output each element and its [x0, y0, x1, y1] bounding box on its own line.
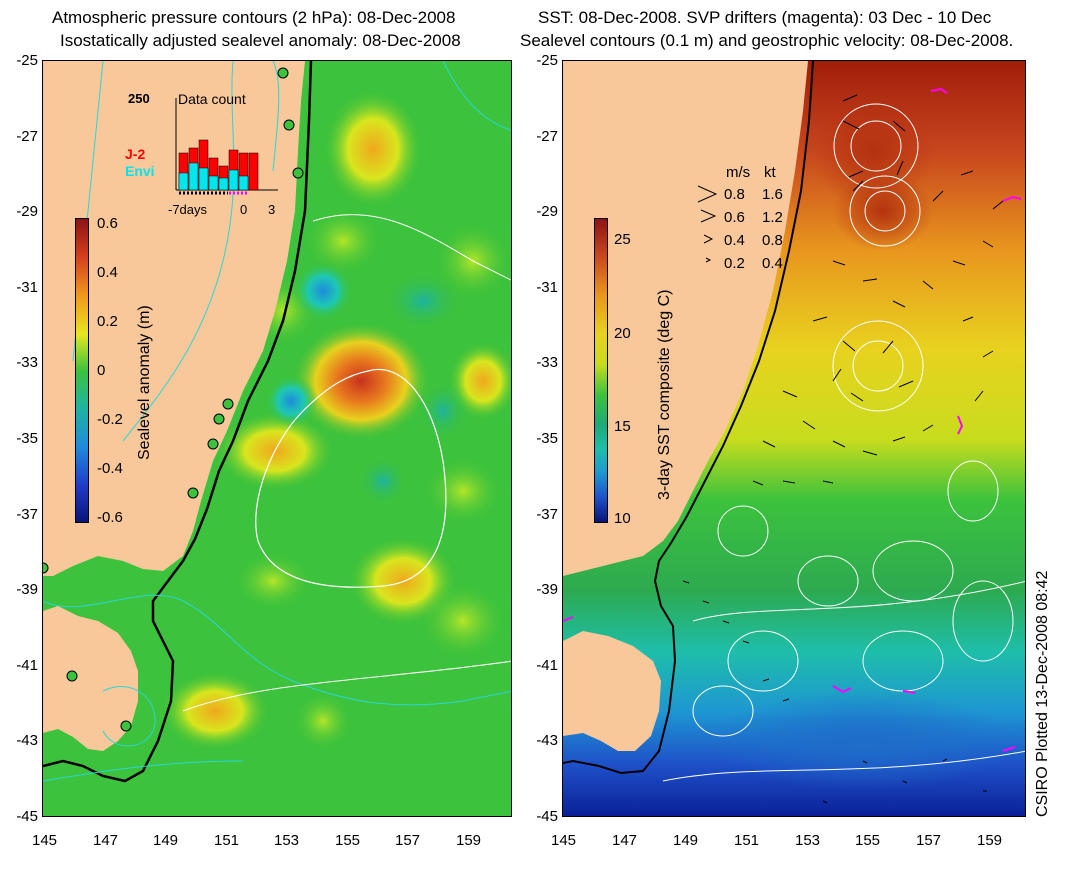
inset-series-b: Envi: [125, 163, 155, 179]
y-tick-label: -27: [536, 128, 558, 145]
x-tick-label: 159: [456, 832, 482, 849]
x-tick-label: 145: [32, 832, 58, 849]
x-tick-label: 155: [855, 832, 881, 849]
y-tick-label: -43: [536, 732, 558, 749]
y-tick-label: -41: [16, 657, 38, 674]
plot-credit: CSIRO Plotted 13-Dec-2008 08:42: [1034, 570, 1051, 817]
x-tick-label: 159: [977, 832, 1003, 849]
y-tick-label: -31: [16, 279, 38, 296]
velocity-legend: m/s kt 0.8 1.6 0.6 1.2 0.4 0.8 0.2 0.4: [696, 164, 816, 274]
y-tick-label: -25: [536, 52, 558, 69]
inset-bar-group: [178, 139, 259, 191]
velocity-header-kt: kt: [764, 164, 776, 181]
velocity-header-ms: m/s: [726, 164, 751, 181]
sealevel-tick: 0.2: [97, 313, 118, 330]
x-tick-label: 149: [153, 832, 179, 849]
left-title-line1: Atmospheric pressure contours (2 hPa): 0…: [52, 8, 456, 27]
velocity-kt: 1.6: [762, 186, 783, 203]
sealevel-tick: -0.6: [97, 509, 123, 526]
velocity-ms: 0.8: [724, 186, 745, 203]
right-title-line1: SST: 08-Dec-2008. SVP drifters (magenta)…: [538, 8, 992, 27]
inset-x-end: 3: [268, 202, 276, 217]
sst-colorbar: [594, 218, 608, 523]
velocity-arrows: [682, 94, 1004, 804]
velocity-ms: 0.6: [724, 209, 745, 226]
x-tick-label: 157: [395, 832, 421, 849]
y-tick-label: -27: [16, 128, 38, 145]
x-tick-label: 147: [93, 832, 119, 849]
y-tick-label: -35: [536, 430, 558, 447]
drifter-tracks: [563, 87, 1022, 752]
velocity-ms: 0.4: [724, 232, 745, 249]
velocity-kt: 0.8: [762, 232, 783, 249]
inset-ymax-label: 250: [128, 91, 150, 106]
y-tick-label: -31: [536, 279, 558, 296]
sealevel-tick: 0.4: [97, 264, 118, 281]
y-tick-label: -29: [536, 203, 558, 220]
x-tick-label: 145: [551, 832, 577, 849]
inset-x-zero: 0: [240, 202, 248, 217]
right-map: [562, 60, 1026, 817]
x-tick-label: 151: [734, 832, 760, 849]
y-tick-label: -33: [16, 354, 38, 371]
sst-tick: 25: [614, 231, 631, 248]
sst-tick: 10: [614, 510, 631, 527]
x-tick-label: 151: [214, 832, 240, 849]
x-tick-label: 155: [335, 832, 361, 849]
sealevel-tick: 0: [97, 362, 106, 379]
right-title-line2: Sealevel contours (0.1 m) and geostrophi…: [520, 31, 1014, 50]
x-tick-label: 147: [612, 832, 638, 849]
left-title-line2: Isostatically adjusted sealevel anomaly:…: [60, 31, 461, 50]
velocity-kt: 0.4: [762, 255, 783, 272]
sst-tick: 15: [614, 418, 631, 435]
inset-x-start: -7days: [168, 202, 208, 217]
sealevel-tick: -0.2: [97, 411, 123, 428]
x-tick-label: 153: [795, 832, 821, 849]
data-count-inset: 250 Data count J-2 Envi -7days 0 3: [118, 88, 288, 220]
sst-tick: 20: [614, 325, 631, 342]
inset-series-a: J-2: [125, 146, 146, 162]
sealevel-colorbar-label: Sealevel anomaly (m): [136, 305, 153, 460]
y-tick-label: -33: [536, 354, 558, 371]
x-tick-label: 153: [274, 832, 300, 849]
y-tick-label: -37: [16, 506, 38, 523]
left-map: [42, 60, 512, 817]
sealevel-colorbar: [75, 218, 89, 523]
velocity-arrow-icons: [697, 185, 718, 263]
x-tick-label: 157: [916, 832, 942, 849]
sealevel-anomaly-map: [43, 61, 511, 816]
sst-map: [563, 61, 1025, 816]
sealevel-tick: 0.6: [97, 215, 118, 232]
y-tick-label: -41: [536, 657, 558, 674]
y-tick-label: -39: [536, 581, 558, 598]
y-tick-label: -43: [16, 732, 38, 749]
y-tick-label: -45: [536, 808, 558, 825]
y-tick-label: -45: [16, 808, 38, 825]
y-tick-label: -39: [16, 581, 38, 598]
sealevel-tick: -0.4: [97, 460, 123, 477]
inset-title: Data count: [178, 91, 246, 107]
y-tick-label: -29: [16, 203, 38, 220]
y-tick-label: -37: [536, 506, 558, 523]
sst-colorbar-label: 3-day SST composite (deg C): [656, 289, 673, 500]
velocity-kt: 1.2: [762, 209, 783, 226]
x-tick-label: 149: [673, 832, 699, 849]
inset-bars: [175, 98, 278, 195]
velocity-ms: 0.2: [724, 255, 745, 272]
y-tick-label: -25: [16, 52, 38, 69]
y-tick-label: -35: [16, 430, 38, 447]
